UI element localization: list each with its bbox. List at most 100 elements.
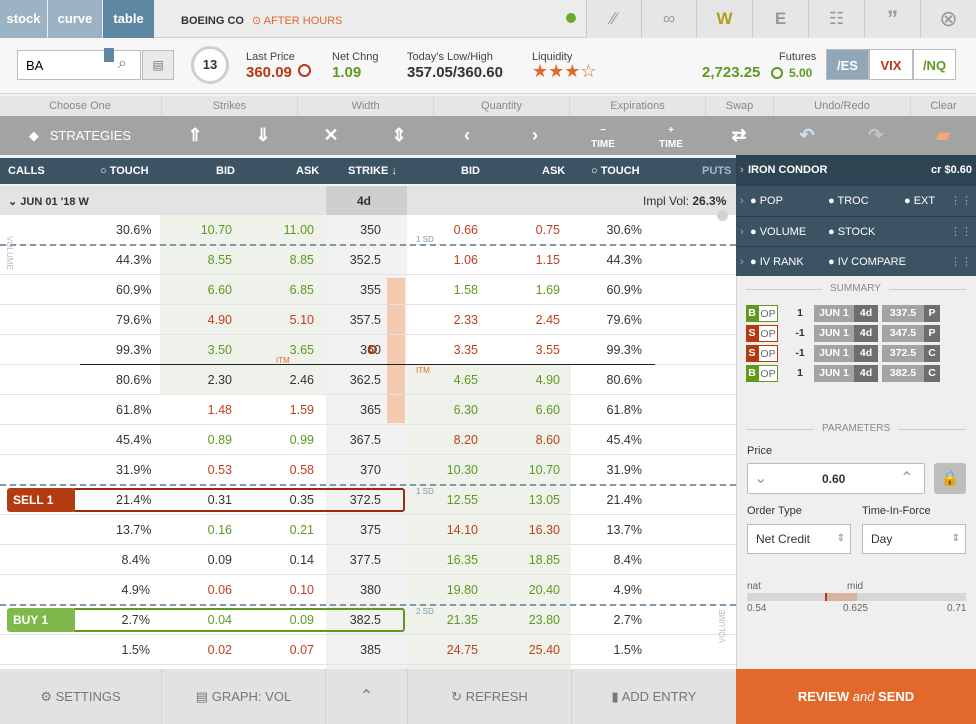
grid-icon[interactable]: ☷ [808,0,864,38]
put-bid-cell[interactable]: 16.35 [446,553,478,567]
scroll-handle[interactable] [717,210,728,221]
drag-handle-icon[interactable]: ⋮⋮ [950,256,972,268]
call-ask-cell[interactable]: 0.35 [289,493,314,507]
table-row[interactable]: 1.5% 0.02 0.07 385 24.75 25.40 1.5% [0,635,736,665]
call-touch-header[interactable]: ○ TOUCH [100,165,149,177]
put-ask-cell[interactable]: 1.15 [535,253,560,267]
table-row[interactable]: 8.4% 0.09 0.14 377.5 16.35 18.85 8.4% [0,545,736,575]
call-bid-cell[interactable]: 0.04 [207,613,232,627]
tab-curve[interactable]: curve [48,0,102,38]
call-ask-cell[interactable]: 0.58 [289,463,314,477]
table-row[interactable]: 61.8% 1.48 1.59 365 6.30 6.60 61.8% [0,395,736,425]
leg-row[interactable]: S OP -1 JUN 1 4d 347.5 P [746,325,966,342]
call-bid-cell[interactable]: 0.02 [207,643,232,657]
strike-header[interactable]: STRIKE ↓ [348,165,397,177]
put-bid-cell[interactable]: 0.66 [453,223,478,237]
symbol-search-input[interactable] [17,50,141,80]
call-bid-cell[interactable]: 0.89 [207,433,232,447]
put-ask-cell[interactable]: 3.55 [535,343,560,357]
futures-nq-button[interactable]: /NQ [913,49,956,80]
put-bid-header[interactable]: BID [461,165,480,177]
table-row[interactable]: 80.6% 2.30 2.46 362.5 4.65 4.90 80.6% [0,365,736,395]
put-bid-cell[interactable]: 8.20 [453,433,478,447]
call-ask-cell[interactable]: 11.00 [283,223,314,237]
order-type-select[interactable]: Net Credit ⇕ [747,524,851,554]
call-bid-cell[interactable]: 1.48 [207,403,232,417]
put-bid-cell[interactable]: 10.30 [446,463,478,477]
call-bid-cell[interactable]: 3.50 [207,343,232,357]
tab-stock[interactable]: stock [0,0,47,38]
put-ask-cell[interactable]: 20.40 [528,583,560,597]
table-row[interactable]: 30.6% 10.70 11.00 350 0.66 0.75 30.6% [0,215,736,245]
put-bid-cell[interactable]: 1.58 [453,283,478,297]
volume-option[interactable]: ● VOLUME [750,226,807,238]
call-bid-cell[interactable]: 2.30 [207,373,232,387]
put-touch-header[interactable]: ○ TOUCH [591,165,640,177]
review-and-send-button[interactable]: REVIEW and SEND [736,669,976,724]
call-bid-cell[interactable]: 0.53 [207,463,232,477]
put-ask-cell[interactable]: 1.69 [535,283,560,297]
strikes-up-icon[interactable]: ⇑ [187,125,203,145]
call-ask-cell[interactable]: 0.09 [289,613,314,627]
call-ask-cell[interactable]: 0.14 [289,553,314,567]
search-icon[interactable]: ⌕ [118,55,127,72]
leg-row[interactable]: S OP -1 JUN 1 4d 372.5 C [746,345,966,362]
call-bid-cell[interactable]: 0.16 [207,523,232,537]
expiry-label[interactable]: ⌄ JUN 01 '18 W [8,196,89,208]
troc-option[interactable]: ● TROC [828,195,869,207]
strategy-bar[interactable]: › IRON CONDOR cr $0.60 [736,155,976,186]
iv-rank-option[interactable]: ● IV RANK [750,256,804,268]
stock-option[interactable]: ● STOCK [828,226,876,238]
put-bid-cell[interactable]: 12.55 [446,493,478,507]
width-narrow-icon[interactable]: ✕ [323,125,339,145]
put-ask-cell[interactable]: 18.85 [528,553,560,567]
pop-option[interactable]: ● POP [750,195,783,207]
put-ask-cell[interactable]: 4.90 [535,373,560,387]
sell-leg-tag[interactable]: SELL 1 [7,488,75,512]
lock-icon[interactable]: 🔒 [934,463,966,494]
quantity-up-icon[interactable]: › [532,125,538,145]
ext-option[interactable]: ● EXT [904,195,936,207]
swap-icon[interactable]: ⇄ [731,125,747,145]
buy-leg-tag[interactable]: BUY 1 [7,608,75,632]
put-ask-header[interactable]: ASK [542,165,566,177]
settings-button[interactable]: ⚙ SETTINGS [0,669,161,724]
call-ask-cell[interactable]: 0.07 [289,643,314,657]
call-bid-header[interactable]: BID [216,165,235,177]
table-row[interactable]: 79.6% 4.90 5.10 357.5 2.33 2.45 79.6% [0,305,736,335]
drag-handle-icon[interactable]: ⋮⋮ [950,226,972,238]
leg-row[interactable]: B OP 1 JUN 1 4d 382.5 C [746,365,966,382]
price-range-marker[interactable] [825,593,857,601]
undo-icon[interactable]: ↶ [799,125,815,145]
price-down-icon[interactable]: ⌄ [754,470,768,487]
call-bid-cell[interactable]: 0.06 [207,583,232,597]
put-bid-cell[interactable]: 6.30 [453,403,478,417]
put-bid-cell[interactable]: 14.10 [446,523,478,537]
table-row[interactable]: 13.7% 0.16 0.21 375 14.10 16.30 13.7% [0,515,736,545]
table-row[interactable]: 21.4% 0.31 0.35 372.5 12.55 13.05 21.4% [0,485,736,515]
strikes-down-icon[interactable]: ⇓ [255,125,271,145]
call-ask-cell[interactable]: 3.65 [289,343,314,357]
put-bid-cell[interactable]: 2.33 [453,313,478,327]
table-row[interactable]: 31.9% 0.53 0.58 370 10.30 10.70 31.9% [0,455,736,485]
briefcase-icon[interactable]: ▤ [142,50,174,80]
call-ask-header[interactable]: ASK [296,165,320,177]
table-row[interactable]: 44.3% 8.55 8.85 352.5 1.06 1.15 44.3% [0,245,736,275]
put-ask-cell[interactable]: 16.30 [528,523,560,537]
refresh-button[interactable]: ↻ REFRESH [407,669,571,724]
put-bid-cell[interactable]: 4.65 [453,373,478,387]
put-ask-cell[interactable]: 0.75 [535,223,560,237]
leg-row[interactable]: B OP 1 JUN 1 4d 337.5 P [746,305,966,322]
call-bid-cell[interactable]: 8.55 [207,253,232,267]
iv-compare-option[interactable]: ● IV COMPARE [828,256,906,268]
call-ask-cell[interactable]: 5.10 [289,313,314,327]
call-ask-cell[interactable]: 8.85 [289,253,314,267]
analysis-row-3[interactable]: › ● IV RANK ● IV COMPARE ⋮⋮ [736,246,976,276]
call-bid-cell[interactable]: 0.31 [207,493,232,507]
eraser-icon[interactable]: ▰ [936,125,950,145]
put-bid-cell[interactable]: 3.35 [453,343,478,357]
call-ask-cell[interactable]: 0.99 [289,433,314,447]
table-row[interactable]: 2.7% 0.04 0.09 382.5 21.35 23.80 2.7% [0,605,736,635]
call-ask-cell[interactable]: 0.10 [289,583,314,597]
link-icon[interactable]: ∞ [641,0,696,38]
